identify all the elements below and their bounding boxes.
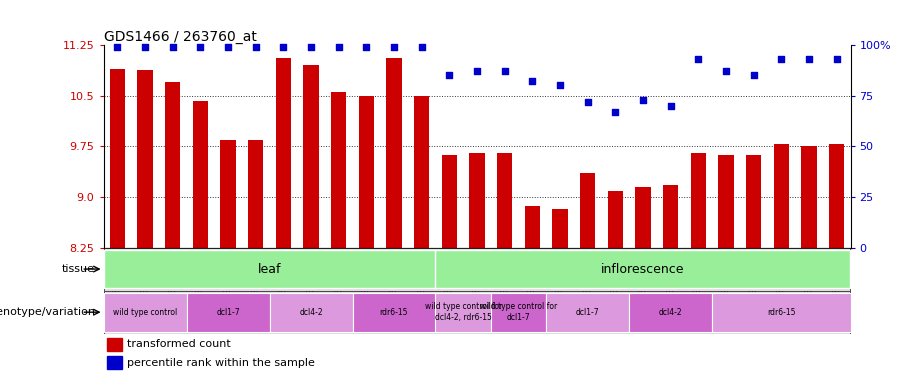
Bar [107,356,122,369]
Bar [104,293,186,332]
Point [663,103,678,109]
Text: dcl4-2: dcl4-2 [299,308,323,316]
Bar [436,293,490,332]
Point [691,56,706,62]
Bar [303,65,319,248]
Text: dcl1-7: dcl1-7 [216,308,239,316]
Text: wild type control: wild type control [112,308,177,316]
Point [774,56,788,62]
Text: dcl1-7: dcl1-7 [576,308,599,316]
Bar [629,293,712,332]
Text: genotype/variation: genotype/variation [0,307,95,317]
Point [331,44,346,50]
Bar [553,209,568,248]
Bar [104,250,436,288]
Bar [186,293,269,332]
Point [138,44,152,50]
Point [719,68,733,74]
Bar [436,250,850,288]
Bar [193,101,208,248]
Bar [110,69,125,248]
Point [220,44,235,50]
Bar [608,192,623,248]
Bar [635,187,651,248]
Point [580,99,595,105]
Text: wild type control for
dcl4-2, rdr6-15: wild type control for dcl4-2, rdr6-15 [425,303,502,322]
Point [276,44,291,50]
Point [194,44,208,50]
Bar [165,82,180,248]
Bar [107,338,122,351]
Bar [746,155,761,248]
Point [830,56,844,62]
Point [802,56,816,62]
Bar [414,96,429,248]
Bar [801,146,816,248]
Point [248,44,263,50]
Point [304,44,319,50]
Bar [712,293,850,332]
Point [525,78,539,84]
Bar [829,144,844,248]
Bar [525,206,540,248]
Text: tissue: tissue [62,264,95,274]
Point [746,72,760,78]
Text: leaf: leaf [257,262,281,276]
Bar [275,58,291,248]
Bar [491,293,546,332]
Bar [497,153,512,248]
Text: inflorescence: inflorescence [601,262,685,276]
Point [166,44,180,50]
Point [387,44,401,50]
Text: percentile rank within the sample: percentile rank within the sample [128,358,315,368]
Bar [353,293,436,332]
Bar [331,92,346,248]
Point [635,97,650,103]
Point [608,109,623,115]
Bar [269,293,353,332]
Bar [580,173,595,248]
Bar [442,155,457,248]
Text: dcl4-2: dcl4-2 [659,308,682,316]
Bar [663,185,679,248]
Point [442,72,456,78]
Bar [546,293,629,332]
Point [470,68,484,74]
Text: transformed count: transformed count [128,339,231,349]
Point [498,68,512,74]
Point [110,44,124,50]
Bar [774,144,789,248]
Text: wild type control for
dcl1-7: wild type control for dcl1-7 [480,303,557,322]
Bar [386,58,401,248]
Bar [220,140,236,248]
Text: rdr6-15: rdr6-15 [767,308,796,316]
Bar [248,140,264,248]
Bar [690,153,706,248]
Point [553,82,567,88]
Text: GDS1466 / 263760_at: GDS1466 / 263760_at [104,30,256,44]
Point [359,44,374,50]
Bar [359,96,374,248]
Text: rdr6-15: rdr6-15 [380,308,409,316]
Point [415,44,429,50]
Bar [138,70,153,248]
Bar [470,153,484,248]
Bar [718,155,734,248]
